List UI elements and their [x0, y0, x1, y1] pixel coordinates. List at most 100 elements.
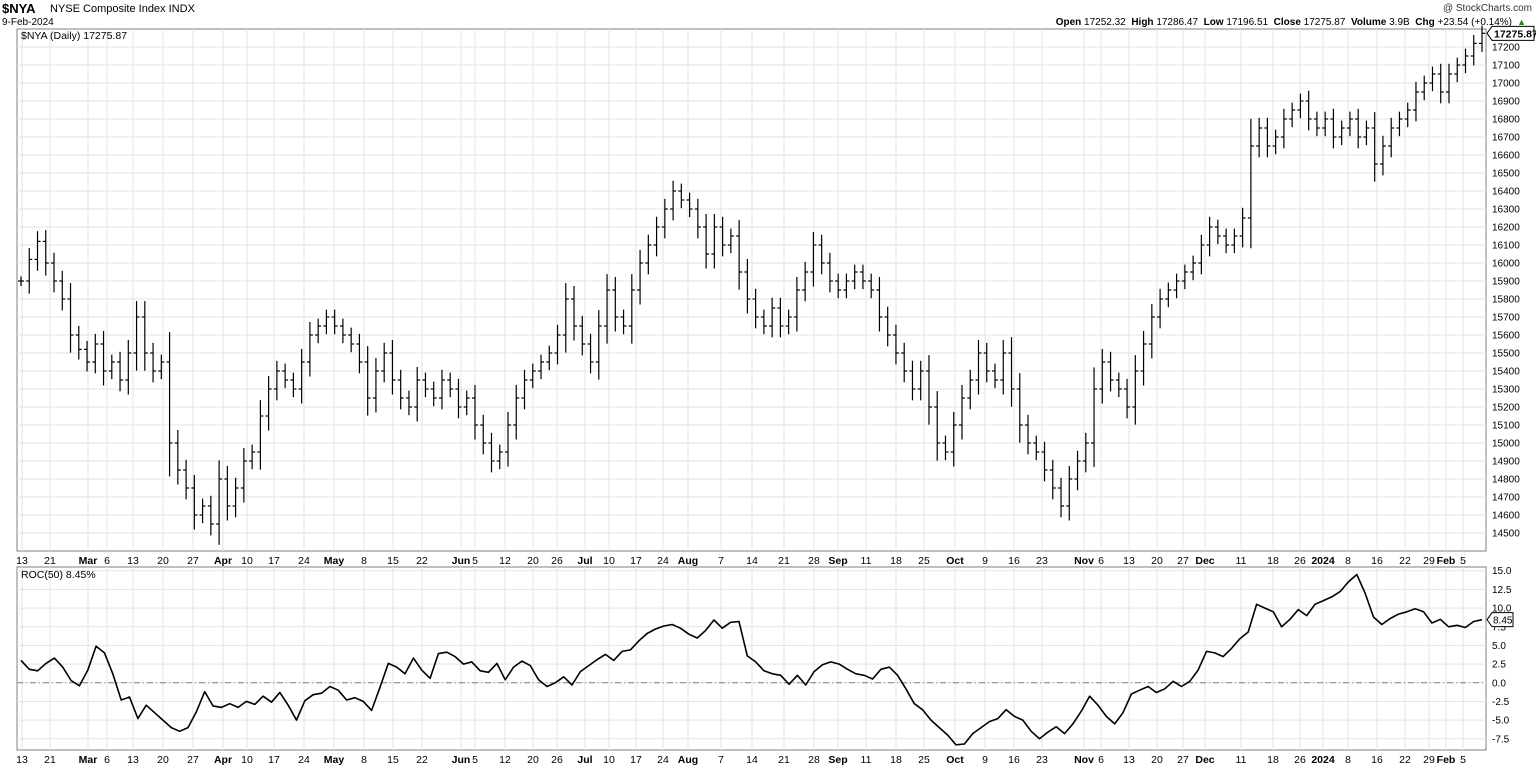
price-y-tick-label: 15600	[1492, 331, 1520, 342]
price-bar	[92, 333, 99, 374]
price-y-tick-label: 15500	[1492, 349, 1520, 360]
roc-y-tick-label: 7.5	[1492, 622, 1506, 633]
price-bar	[686, 192, 693, 218]
price-bar	[240, 447, 247, 503]
price-bar	[34, 231, 41, 271]
price-y-tick-label: 16600	[1492, 151, 1520, 162]
price-bar	[884, 306, 891, 347]
price-bar	[207, 495, 214, 536]
roc-x-tick-label: 24	[657, 754, 669, 766]
price-bar	[381, 342, 388, 383]
roc-x-tick-label: 27	[187, 754, 199, 766]
exchange-label: INDX	[168, 3, 195, 15]
roc-x-tick-label: 20	[527, 754, 539, 766]
price-bar	[141, 301, 148, 371]
price-bar	[1363, 120, 1370, 146]
roc-x-tick-label: 22	[416, 754, 428, 766]
price-bar	[1313, 111, 1320, 137]
price-x-tick-label: Feb	[1437, 555, 1456, 567]
roc-panel-title: ROC(50) 8.45%	[21, 569, 96, 581]
price-bar	[108, 354, 115, 380]
price-bar	[942, 435, 949, 461]
price-bar	[150, 342, 157, 383]
price-bar	[901, 342, 908, 383]
price-bar	[84, 340, 91, 372]
roc-x-tick-label: May	[324, 754, 345, 766]
roc-x-tick-label: 22	[1399, 754, 1411, 766]
price-bar	[1289, 102, 1296, 128]
roc-y-tick-label: 10.0	[1492, 604, 1512, 615]
price-bar	[1388, 117, 1395, 158]
roc-x-tick-label: 5	[1460, 754, 1466, 766]
price-bar	[438, 369, 445, 410]
price-bar	[323, 309, 330, 335]
price-x-tick-label: 13	[127, 555, 139, 567]
price-x-tick-label: Aug	[678, 555, 698, 567]
roc-y-tick-label: -5.0	[1492, 716, 1510, 727]
roc-x-tick-label: 14	[746, 754, 758, 766]
price-x-tick-label: 28	[808, 555, 820, 567]
price-bar	[1033, 435, 1040, 461]
roc-x-tick-label: 13	[127, 754, 139, 766]
source-link[interactable]: @ StockCharts.com	[1442, 3, 1532, 14]
price-bar	[1305, 90, 1312, 131]
index-full-name: NYSE Composite Index	[50, 3, 166, 15]
price-bar	[1173, 273, 1180, 299]
price-bar	[356, 333, 363, 374]
symbol-label: $NYA	[2, 1, 36, 16]
price-x-tick-label: 22	[416, 555, 428, 567]
price-bar	[826, 252, 833, 293]
price-bar	[133, 301, 140, 371]
price-bar	[835, 273, 842, 299]
price-bar	[917, 360, 924, 401]
price-bar	[620, 309, 627, 335]
price-bar	[199, 498, 206, 524]
price-bar	[571, 285, 578, 341]
price-x-tick-label: 29	[1423, 555, 1435, 567]
open-value: 17252.32	[1084, 17, 1126, 28]
low-value: 17196.51	[1226, 17, 1269, 28]
price-y-tick-label: 15300	[1492, 385, 1520, 396]
roc-x-tick-label: Feb	[1437, 754, 1456, 766]
price-bar	[777, 297, 784, 338]
price-bar	[1025, 414, 1032, 455]
roc-x-tick-label: 5	[472, 754, 478, 766]
roc-x-tick-label: 16	[1371, 754, 1383, 766]
price-y-tick-label: 15100	[1492, 421, 1520, 432]
price-bar	[546, 345, 553, 371]
price-bar	[447, 372, 454, 398]
price-bar	[992, 363, 998, 389]
price-bar	[191, 474, 198, 530]
price-bar	[719, 216, 726, 257]
price-bar	[471, 384, 478, 440]
price-x-tick-label: 26	[551, 555, 563, 567]
price-bar	[587, 333, 594, 374]
price-bar	[1470, 34, 1477, 66]
price-bar	[1231, 228, 1238, 254]
price-bar	[1330, 108, 1337, 149]
price-bar	[1115, 372, 1122, 398]
index-name: NYSE Composite Index INDX	[50, 3, 195, 15]
price-bar	[1140, 330, 1147, 386]
price-bar	[414, 366, 421, 422]
roc-y-tick-label: 2.5	[1492, 660, 1506, 671]
price-bar	[1223, 228, 1230, 254]
price-bar	[752, 288, 759, 329]
price-bar	[1074, 450, 1081, 491]
price-bar	[273, 360, 280, 401]
price-bar	[389, 339, 396, 395]
date-label: 9-Feb-2024	[2, 17, 54, 28]
price-x-tick-label: Nov	[1074, 555, 1094, 567]
roc-x-tick-label: Nov	[1074, 754, 1094, 766]
volume-label: Volume	[1350, 17, 1387, 28]
price-y-tick-label: 17000	[1492, 79, 1520, 90]
roc-x-tick-label: Sep	[828, 754, 847, 766]
price-x-tick-label: Jun	[452, 555, 471, 567]
price-bar	[348, 327, 355, 353]
price-bar	[480, 414, 487, 455]
price-x-tick-label: 15	[387, 555, 399, 567]
price-bar	[975, 339, 982, 395]
roc-x-tick-label: 26	[1294, 754, 1306, 766]
price-bar	[1412, 81, 1419, 122]
roc-x-tick-label: 6	[1098, 754, 1104, 766]
